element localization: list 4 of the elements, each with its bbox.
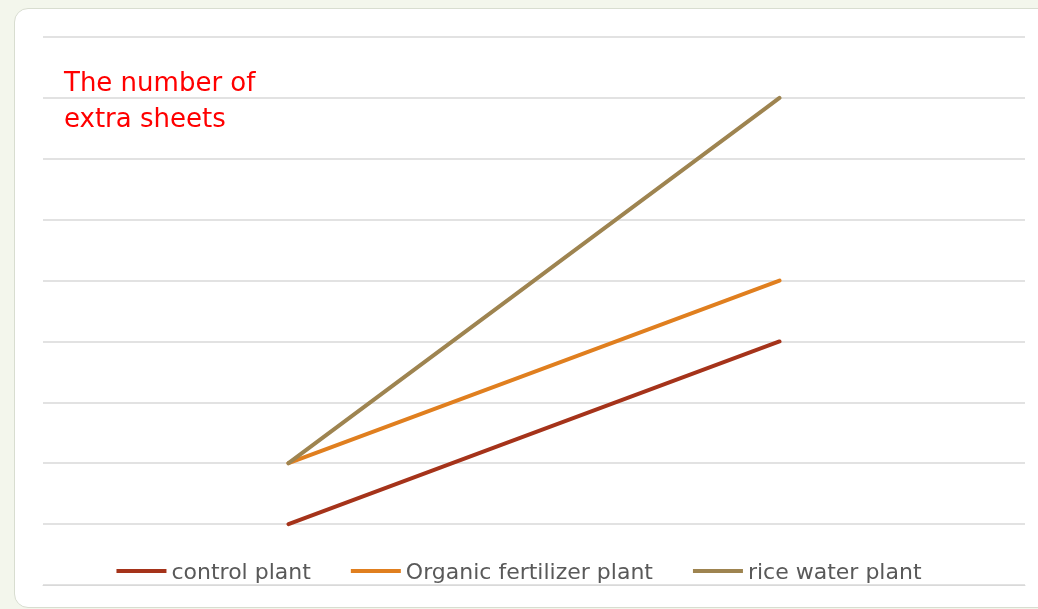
legend-label: rice water plant — [747, 558, 922, 584]
y-axis-title: The number of extra sheets — [63, 67, 264, 133]
legend-label: Organic fertilizer plant — [405, 558, 654, 584]
legend-label: control plant — [171, 558, 312, 584]
